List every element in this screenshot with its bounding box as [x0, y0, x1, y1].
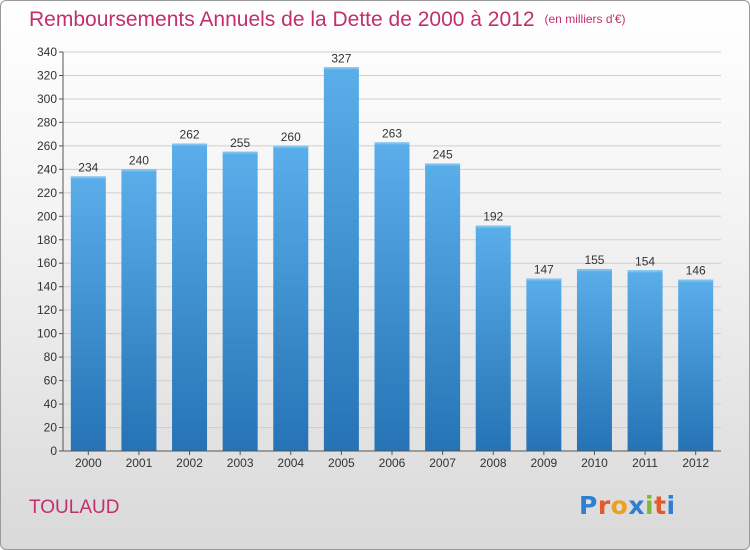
x-tick-label: 2002 — [176, 456, 203, 470]
bar-2005 — [323, 67, 359, 451]
bar-top-edge — [678, 279, 714, 282]
x-tick-label: 2009 — [530, 456, 557, 470]
bar-top-edge — [273, 145, 309, 148]
bar-2000 — [70, 176, 106, 452]
chart-title-text: Remboursements Annuels de la Dette de 20… — [29, 8, 535, 31]
y-tick-label: 200 — [37, 209, 57, 223]
value-label: 234 — [78, 160, 98, 174]
value-label: 262 — [180, 128, 200, 142]
bar-2008 — [475, 225, 511, 451]
chart-title: Remboursements Annuels de la Dette de 20… — [29, 8, 626, 32]
value-label: 146 — [686, 264, 706, 278]
value-label: 260 — [281, 130, 301, 144]
bar-top-edge — [121, 169, 157, 172]
y-tick-label: 20 — [44, 421, 58, 435]
y-tick-label: 60 — [44, 374, 58, 388]
x-tick-label: 2010 — [581, 456, 608, 470]
y-tick-label: 120 — [37, 303, 57, 317]
x-tick-label: 2003 — [227, 456, 254, 470]
y-tick-label: 220 — [37, 186, 57, 200]
y-axis-labels: 0 20 40 60 80 100 120 140 160 180 200 220 240 260 280 3… — [37, 45, 57, 458]
x-tick-label: 2000 — [75, 456, 102, 470]
value-label: 327 — [331, 51, 351, 65]
bar-2004 — [273, 145, 309, 451]
bar-2011 — [627, 270, 663, 451]
axes — [59, 51, 721, 455]
bar-top-edge — [222, 151, 258, 154]
y-tick-label: 260 — [37, 139, 57, 153]
y-tick-label: 240 — [37, 162, 57, 176]
bar-top-edge — [323, 67, 359, 70]
bar-2001 — [121, 169, 157, 451]
bar-top-edge — [374, 142, 410, 145]
value-label: 155 — [584, 253, 604, 267]
commune-name: TOULAUD — [29, 497, 120, 518]
y-tick-label: 340 — [37, 45, 57, 59]
x-tick-label: 2007 — [429, 456, 456, 470]
y-tick-label: 280 — [37, 115, 57, 129]
bar-2012 — [678, 279, 714, 451]
x-tick-label: 2006 — [379, 456, 406, 470]
bar-2002 — [172, 143, 208, 452]
x-axis-labels: 2000 2001 2002 2003 2004 2005 2006 2007 2008 2009… — [75, 456, 709, 470]
value-label: 263 — [382, 126, 402, 140]
y-tick-label: 160 — [37, 256, 57, 270]
bar-2007 — [425, 163, 461, 451]
y-tick-label: 40 — [44, 397, 58, 411]
y-tick-label: 100 — [37, 327, 57, 341]
x-tick-label: 2004 — [277, 456, 304, 470]
value-label: 147 — [534, 262, 554, 276]
bar-top-edge — [475, 225, 511, 228]
bar-top-edge — [627, 270, 663, 273]
y-tick-label: 80 — [44, 350, 58, 364]
proxiti-logo: Proxiti — [579, 491, 676, 520]
value-label: 192 — [483, 210, 503, 224]
y-tick-label: 0 — [50, 444, 57, 458]
value-label: 240 — [129, 153, 149, 167]
bar-2009 — [526, 278, 562, 451]
x-tick-label: 2012 — [682, 456, 709, 470]
value-label: 255 — [230, 136, 250, 150]
bar-top-edge — [526, 278, 562, 281]
y-tick-label: 320 — [37, 68, 57, 82]
x-tick-label: 2001 — [126, 456, 153, 470]
value-labels: 234 240 262 255 260 327 263 245 192 147 155 154 146 — [78, 51, 706, 277]
bar-2006 — [374, 142, 410, 452]
bar-top-edge — [70, 176, 106, 179]
y-tick-label: 180 — [37, 233, 57, 247]
y-tick-label: 300 — [37, 92, 57, 106]
unit-note: (en milliers d'€) — [544, 12, 626, 26]
bar-top-edge — [425, 163, 461, 166]
x-tick-label: 2005 — [328, 456, 355, 470]
bars — [70, 67, 714, 452]
x-tick-label: 2011 — [632, 456, 658, 470]
bar-top-edge — [172, 143, 208, 146]
value-label: 154 — [635, 254, 655, 268]
x-tick-label: 2008 — [480, 456, 507, 470]
value-label: 245 — [433, 147, 453, 161]
bar-2003 — [222, 151, 258, 451]
bar-top-edge — [576, 269, 612, 272]
y-tick-label: 140 — [37, 280, 57, 294]
bar-2010 — [576, 269, 612, 451]
